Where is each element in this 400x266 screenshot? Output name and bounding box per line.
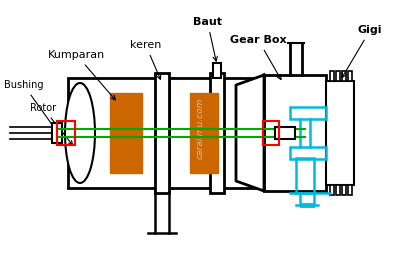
Bar	[342, 71, 346, 81]
Bar	[330, 185, 334, 195]
Bar	[169, 78, 264, 188]
Bar	[342, 185, 346, 195]
Text: Bushing: Bushing	[4, 80, 56, 130]
Bar	[263, 121, 279, 145]
Text: Baut: Baut	[193, 17, 222, 61]
Text: Gear Box: Gear Box	[230, 35, 287, 80]
Text: carailmu.com: carailmu.com	[196, 97, 204, 159]
Bar	[155, 73, 169, 193]
Bar	[57, 121, 75, 145]
Bar	[190, 93, 218, 173]
Text: Kumparan: Kumparan	[48, 50, 115, 100]
Bar	[296, 158, 314, 193]
Bar	[52, 123, 62, 143]
Text: Gigi: Gigi	[342, 25, 382, 78]
Ellipse shape	[65, 83, 95, 183]
Text: keren: keren	[130, 40, 161, 79]
Bar	[336, 71, 340, 81]
Polygon shape	[236, 75, 264, 191]
Bar	[290, 107, 326, 119]
Bar	[110, 93, 142, 173]
Bar	[348, 185, 352, 195]
Bar	[290, 147, 326, 159]
Bar	[213, 63, 221, 78]
Bar	[264, 75, 326, 191]
Bar	[275, 127, 295, 139]
Text: Rotor: Rotor	[30, 103, 72, 145]
Bar	[336, 185, 340, 195]
Bar	[348, 71, 352, 81]
Bar	[326, 81, 354, 185]
Bar	[68, 78, 173, 188]
Bar	[330, 71, 334, 81]
Bar	[210, 73, 224, 193]
